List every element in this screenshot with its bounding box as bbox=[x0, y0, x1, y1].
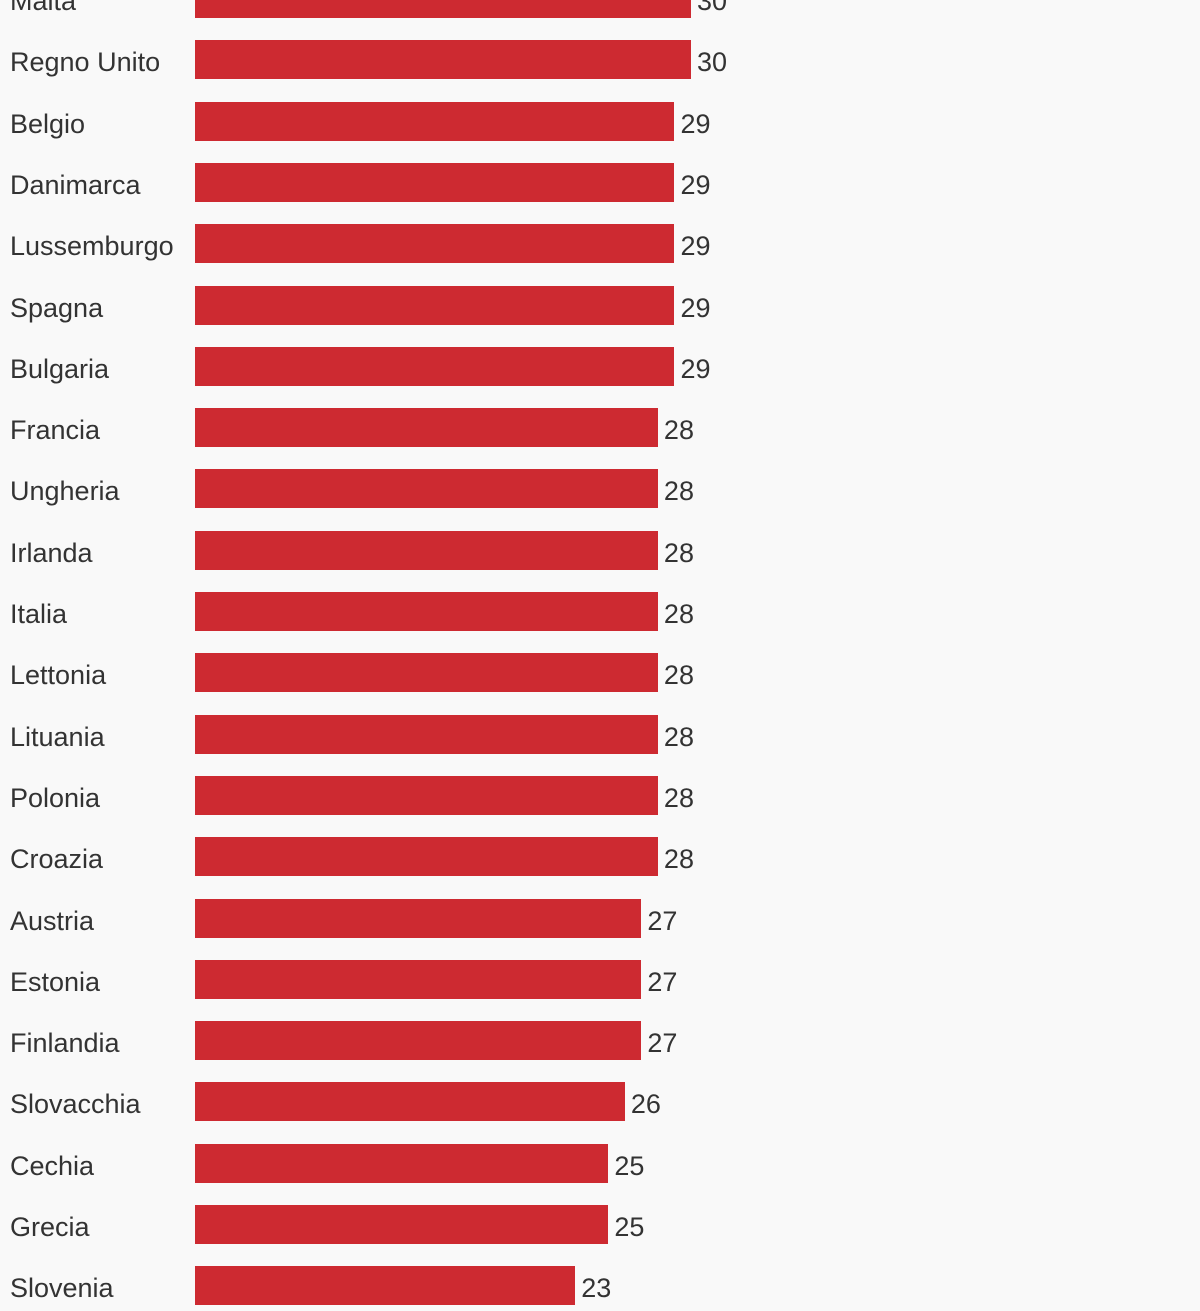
bar-row: Austria 27 bbox=[0, 898, 1200, 938]
data-label: 26 bbox=[630, 1089, 661, 1120]
bar-row: Estonia 27 bbox=[0, 959, 1200, 999]
bar-row: Ungheria 28 bbox=[0, 469, 1200, 509]
bar bbox=[195, 224, 675, 264]
category-label: Lituania bbox=[10, 721, 105, 752]
data-label: 30 bbox=[697, 47, 728, 78]
data-label: 28 bbox=[663, 721, 694, 752]
bar-row: Cechia 25 bbox=[0, 1143, 1200, 1183]
data-label: 27 bbox=[647, 1028, 678, 1059]
category-label: Finlandia bbox=[10, 1028, 120, 1059]
bar-row: Finlandia 27 bbox=[0, 1021, 1200, 1061]
bar bbox=[195, 837, 658, 877]
bar-row: Malta 30 bbox=[0, 0, 1200, 18]
category-label: Danimarca bbox=[10, 169, 141, 200]
bar bbox=[195, 714, 658, 754]
bar-row: Regno Unito 30 bbox=[0, 40, 1200, 80]
category-label: Bulgaria bbox=[10, 353, 110, 384]
data-label: 28 bbox=[663, 782, 694, 813]
bar-row: Grecia 25 bbox=[0, 1205, 1200, 1244]
category-label: Francia bbox=[10, 415, 101, 446]
bar-row: Belgio 29 bbox=[0, 101, 1200, 141]
category-label: Cechia bbox=[10, 1150, 95, 1181]
bar-row: Francia 28 bbox=[0, 408, 1200, 448]
data-label: 28 bbox=[663, 599, 694, 629]
category-label: Malta bbox=[10, 0, 77, 16]
data-label: 27 bbox=[647, 966, 678, 997]
bar bbox=[195, 469, 658, 509]
data-label: 28 bbox=[663, 844, 694, 875]
bar bbox=[195, 1266, 576, 1306]
bar-row: Polonia 28 bbox=[0, 775, 1200, 815]
data-label: 29 bbox=[680, 353, 711, 384]
bar-row: Spagna 29 bbox=[0, 285, 1200, 325]
bar-row: Lettonia 28 bbox=[0, 653, 1200, 693]
category-label: Slovacchia bbox=[10, 1089, 141, 1120]
bar bbox=[195, 1205, 609, 1244]
bar bbox=[195, 40, 691, 80]
bar bbox=[195, 775, 658, 815]
bar bbox=[195, 592, 658, 631]
category-label: Regno Unito bbox=[10, 47, 161, 78]
bar bbox=[195, 101, 675, 141]
data-label: 28 bbox=[663, 537, 694, 568]
category-label: Slovenia bbox=[10, 1273, 114, 1304]
category-label: Croazia bbox=[10, 844, 104, 875]
category-label: Ungheria bbox=[10, 476, 120, 507]
data-label: 28 bbox=[663, 660, 694, 691]
data-label: 27 bbox=[647, 905, 678, 936]
bar bbox=[195, 346, 675, 386]
bar bbox=[195, 530, 658, 570]
category-label: Italia bbox=[10, 599, 68, 629]
bar-row: Bulgaria 29 bbox=[0, 346, 1200, 386]
bar bbox=[195, 653, 658, 693]
bar-row: Lituania 28 bbox=[0, 714, 1200, 754]
bar bbox=[195, 959, 642, 999]
category-label: Lussemburgo bbox=[10, 231, 174, 262]
category-label: Polonia bbox=[10, 782, 101, 813]
bar-row: Croazia 28 bbox=[0, 837, 1200, 877]
bar bbox=[195, 408, 658, 448]
bar bbox=[195, 898, 642, 938]
data-label: 25 bbox=[614, 1212, 645, 1242]
data-label: 29 bbox=[680, 169, 711, 200]
bar bbox=[195, 285, 675, 325]
bar-row: Italia 28 bbox=[0, 592, 1200, 631]
bar bbox=[195, 1021, 642, 1061]
category-label: Lettonia bbox=[10, 660, 107, 691]
bar-row: Slovenia 23 bbox=[0, 1266, 1200, 1306]
category-label: Irlanda bbox=[10, 537, 93, 568]
category-label: Belgio bbox=[10, 108, 86, 139]
category-label: Grecia bbox=[10, 1212, 90, 1242]
data-label: 29 bbox=[680, 292, 711, 323]
bar bbox=[195, 1143, 609, 1183]
bar bbox=[195, 162, 675, 202]
data-label: 28 bbox=[663, 476, 694, 507]
data-label: 25 bbox=[614, 1150, 645, 1181]
bar-row: Danimarca 29 bbox=[0, 162, 1200, 202]
bar-row: Lussemburgo 29 bbox=[0, 224, 1200, 264]
data-label: 29 bbox=[680, 231, 711, 262]
data-label: 28 bbox=[663, 415, 694, 446]
data-label: 23 bbox=[581, 1273, 612, 1304]
category-label: Spagna bbox=[10, 292, 104, 323]
category-label: Austria bbox=[10, 905, 95, 936]
bar bbox=[195, 0, 691, 18]
data-label: 29 bbox=[680, 108, 711, 139]
category-label: Estonia bbox=[10, 966, 101, 997]
bar-row: Slovacchia 26 bbox=[0, 1082, 1200, 1122]
bar bbox=[195, 1082, 625, 1122]
bar-row: Irlanda 28 bbox=[0, 530, 1200, 570]
data-label: 30 bbox=[697, 0, 728, 16]
